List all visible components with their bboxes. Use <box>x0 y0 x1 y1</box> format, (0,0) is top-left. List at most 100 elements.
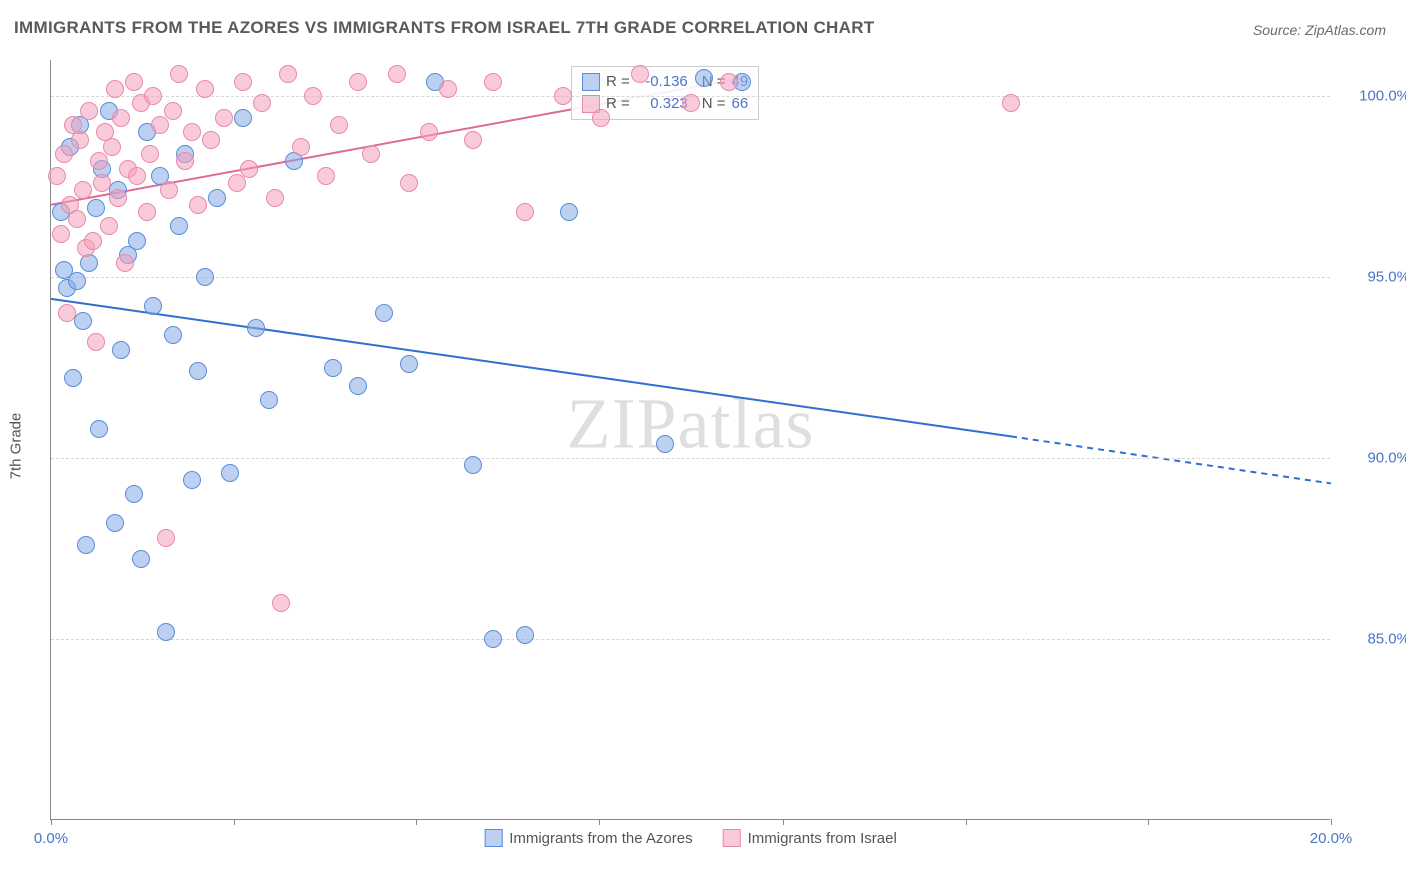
scatter-point <box>420 123 438 141</box>
scatter-point <box>176 152 194 170</box>
scatter-point <box>240 160 258 178</box>
scatter-point <box>48 167 66 185</box>
scatter-point <box>400 355 418 373</box>
scatter-point <box>90 152 108 170</box>
x-tick <box>1148 819 1149 825</box>
scatter-point <box>266 189 284 207</box>
scatter-point <box>720 73 738 91</box>
y-tick-label: 95.0% <box>1340 269 1406 286</box>
scatter-point <box>77 536 95 554</box>
scatter-point <box>93 174 111 192</box>
scatter-point <box>554 87 572 105</box>
scatter-point <box>439 80 457 98</box>
scatter-point <box>170 217 188 235</box>
scatter-point <box>247 319 265 337</box>
scatter-point <box>189 362 207 380</box>
scatter-point <box>208 189 226 207</box>
scatter-point <box>112 109 130 127</box>
scatter-point <box>202 131 220 149</box>
scatter-point <box>324 359 342 377</box>
scatter-point <box>160 181 178 199</box>
scatter-point <box>144 87 162 105</box>
legend-swatch <box>723 829 741 847</box>
legend-swatch <box>484 829 502 847</box>
scatter-point <box>87 333 105 351</box>
scatter-point <box>516 626 534 644</box>
scatter-point <box>128 167 146 185</box>
stat-r-label: R = <box>606 71 630 93</box>
y-tick-label: 85.0% <box>1340 631 1406 648</box>
gridline-h <box>51 458 1330 459</box>
scatter-point <box>74 181 92 199</box>
y-tick-label: 90.0% <box>1340 450 1406 467</box>
scatter-point <box>228 174 246 192</box>
scatter-point <box>260 391 278 409</box>
legend-item: Immigrants from the Azores <box>484 829 692 847</box>
scatter-point <box>234 73 252 91</box>
scatter-point <box>196 80 214 98</box>
scatter-point <box>484 73 502 91</box>
scatter-point <box>183 123 201 141</box>
scatter-point <box>103 138 121 156</box>
scatter-point <box>272 594 290 612</box>
scatter-point <box>74 312 92 330</box>
scatter-point <box>106 514 124 532</box>
scatter-point <box>68 210 86 228</box>
scatter-point <box>400 174 418 192</box>
scatter-point <box>464 131 482 149</box>
x-tick <box>51 819 52 825</box>
scatter-point <box>253 94 271 112</box>
scatter-point <box>90 420 108 438</box>
trend-line-dashed <box>1011 436 1331 483</box>
x-tick <box>416 819 417 825</box>
scatter-point <box>183 471 201 489</box>
scatter-point <box>157 623 175 641</box>
scatter-point <box>464 456 482 474</box>
gridline-h <box>51 639 1330 640</box>
scatter-point <box>221 464 239 482</box>
x-tick-label: 0.0% <box>34 830 68 847</box>
scatter-point <box>279 65 297 83</box>
y-axis-label: 7th Grade <box>8 413 25 480</box>
scatter-point <box>157 529 175 547</box>
scatter-point <box>234 109 252 127</box>
x-tick <box>783 819 784 825</box>
scatter-chart: ZIPatlas R =-0.136N =49R =0.323N =66 Imm… <box>50 60 1330 820</box>
scatter-point <box>560 203 578 221</box>
scatter-point <box>164 326 182 344</box>
scatter-point <box>215 109 233 127</box>
scatter-point <box>292 138 310 156</box>
x-tick <box>234 819 235 825</box>
scatter-point <box>330 116 348 134</box>
scatter-point <box>516 203 534 221</box>
scatter-point <box>109 189 127 207</box>
scatter-point <box>317 167 335 185</box>
scatter-point <box>58 304 76 322</box>
scatter-point <box>55 145 73 163</box>
scatter-point <box>362 145 380 163</box>
scatter-point <box>87 199 105 217</box>
x-tick <box>966 819 967 825</box>
series-legend: Immigrants from the AzoresImmigrants fro… <box>484 829 897 847</box>
scatter-point <box>349 73 367 91</box>
scatter-point <box>141 145 159 163</box>
scatter-point <box>349 377 367 395</box>
scatter-point <box>375 304 393 322</box>
scatter-point <box>388 65 406 83</box>
legend-swatch <box>582 73 600 91</box>
scatter-point <box>656 435 674 453</box>
watermark: ZIPatlas <box>567 383 815 466</box>
scatter-point <box>682 94 700 112</box>
scatter-point <box>71 131 89 149</box>
scatter-point <box>304 87 322 105</box>
scatter-point <box>592 109 610 127</box>
x-tick <box>599 819 600 825</box>
scatter-point <box>695 69 713 87</box>
scatter-point <box>151 116 169 134</box>
scatter-point <box>631 65 649 83</box>
scatter-point <box>144 297 162 315</box>
scatter-point <box>164 102 182 120</box>
scatter-point <box>196 268 214 286</box>
scatter-point <box>189 196 207 214</box>
x-tick-label: 20.0% <box>1310 830 1353 847</box>
